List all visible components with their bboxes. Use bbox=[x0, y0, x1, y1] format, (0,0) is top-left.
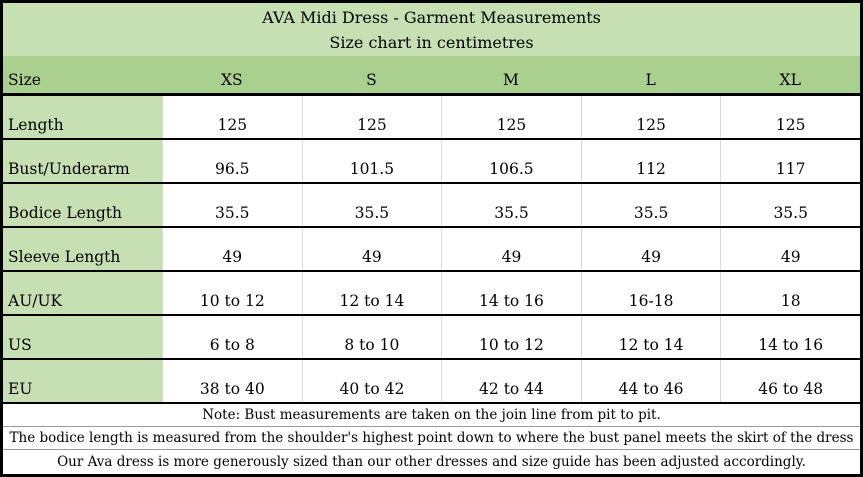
cell-length-xs: 125 bbox=[162, 96, 302, 138]
cell-us-m: 10 to 12 bbox=[441, 316, 581, 358]
cell-bodice-xl: 35.5 bbox=[720, 184, 860, 226]
size-header-row: Size XS S M L XL bbox=[3, 56, 860, 96]
cell-us-xs: 6 to 8 bbox=[162, 316, 302, 358]
table-row-bust-underarm: Bust/Underarm 96.5 101.5 106.5 112 117 bbox=[3, 140, 860, 184]
row-label: EU bbox=[3, 360, 162, 402]
note-bust-measurement: Note: Bust measurements are taken on the… bbox=[3, 404, 860, 427]
table-row-us: US 6 to 8 8 to 10 10 to 12 12 to 14 14 t… bbox=[3, 316, 860, 360]
cell-length-s: 125 bbox=[301, 96, 442, 138]
cell-eu-xs: 38 to 40 bbox=[162, 360, 302, 402]
note-bodice-length: The bodice length is measured from the s… bbox=[3, 427, 860, 450]
header-size-s: S bbox=[366, 71, 377, 89]
table-title-block: AVA Midi Dress - Garment Measurements Si… bbox=[3, 3, 860, 56]
cell-sleeve-l: 49 bbox=[580, 228, 721, 270]
header-size-m: M bbox=[503, 71, 519, 89]
row-label: Length bbox=[3, 96, 162, 138]
cell-sleeve-xl: 49 bbox=[720, 228, 860, 270]
row-label: Bodice Length bbox=[3, 184, 162, 226]
cell-auuk-xl: 18 bbox=[720, 272, 860, 314]
cell-eu-m: 42 to 44 bbox=[441, 360, 581, 402]
cell-bust-xl: 117 bbox=[720, 140, 860, 182]
cell-sleeve-m: 49 bbox=[441, 228, 581, 270]
cell-us-xl: 14 to 16 bbox=[720, 316, 860, 358]
header-size-l: L bbox=[645, 71, 656, 89]
table-title: AVA Midi Dress - Garment Measurements bbox=[262, 7, 601, 27]
cell-bust-s: 101.5 bbox=[301, 140, 442, 182]
row-label: US bbox=[3, 316, 162, 358]
cell-auuk-s: 12 to 14 bbox=[301, 272, 442, 314]
row-label: AU/UK bbox=[3, 272, 162, 314]
cell-bodice-m: 35.5 bbox=[441, 184, 581, 226]
cell-length-l: 125 bbox=[580, 96, 721, 138]
cell-sleeve-s: 49 bbox=[301, 228, 442, 270]
cell-sleeve-xs: 49 bbox=[162, 228, 302, 270]
table-row-eu: EU 38 to 40 40 to 42 42 to 44 44 to 46 4… bbox=[3, 360, 860, 404]
cell-bust-l: 112 bbox=[580, 140, 721, 182]
cell-auuk-xs: 10 to 12 bbox=[162, 272, 302, 314]
table-notes: Note: Bust measurements are taken on the… bbox=[3, 404, 860, 474]
cell-us-l: 12 to 14 bbox=[580, 316, 721, 358]
cell-bodice-xs: 35.5 bbox=[162, 184, 302, 226]
row-label: Bust/Underarm bbox=[3, 140, 162, 182]
cell-bodice-l: 35.5 bbox=[580, 184, 721, 226]
cell-auuk-l: 16-18 bbox=[580, 272, 721, 314]
table-row-sleeve-length: Sleeve Length 49 49 49 49 49 bbox=[3, 228, 860, 272]
cell-bodice-s: 35.5 bbox=[301, 184, 442, 226]
cell-us-s: 8 to 10 bbox=[301, 316, 442, 358]
table-subtitle: Size chart in centimetres bbox=[329, 32, 534, 52]
table-row-bodice-length: Bodice Length 35.5 35.5 35.5 35.5 35.5 bbox=[3, 184, 860, 228]
table-row-au-uk: AU/UK 10 to 12 12 to 14 14 to 16 16-18 1… bbox=[3, 272, 860, 316]
cell-bust-xs: 96.5 bbox=[162, 140, 302, 182]
cell-length-m: 125 bbox=[441, 96, 581, 138]
header-size-label: Size bbox=[3, 71, 162, 93]
row-label: Sleeve Length bbox=[3, 228, 162, 270]
cell-eu-l: 44 to 46 bbox=[580, 360, 721, 402]
cell-eu-s: 40 to 42 bbox=[301, 360, 442, 402]
header-size-xs: XS bbox=[220, 71, 243, 89]
table-row-length: Length 125 125 125 125 125 bbox=[3, 96, 860, 140]
cell-auuk-m: 14 to 16 bbox=[441, 272, 581, 314]
cell-bust-m: 106.5 bbox=[441, 140, 581, 182]
note-sizing: Our Ava dress is more generously sized t… bbox=[57, 454, 806, 470]
cell-eu-xl: 46 to 48 bbox=[720, 360, 860, 402]
cell-length-xl: 125 bbox=[720, 96, 860, 138]
header-size-xl: XL bbox=[779, 71, 801, 89]
